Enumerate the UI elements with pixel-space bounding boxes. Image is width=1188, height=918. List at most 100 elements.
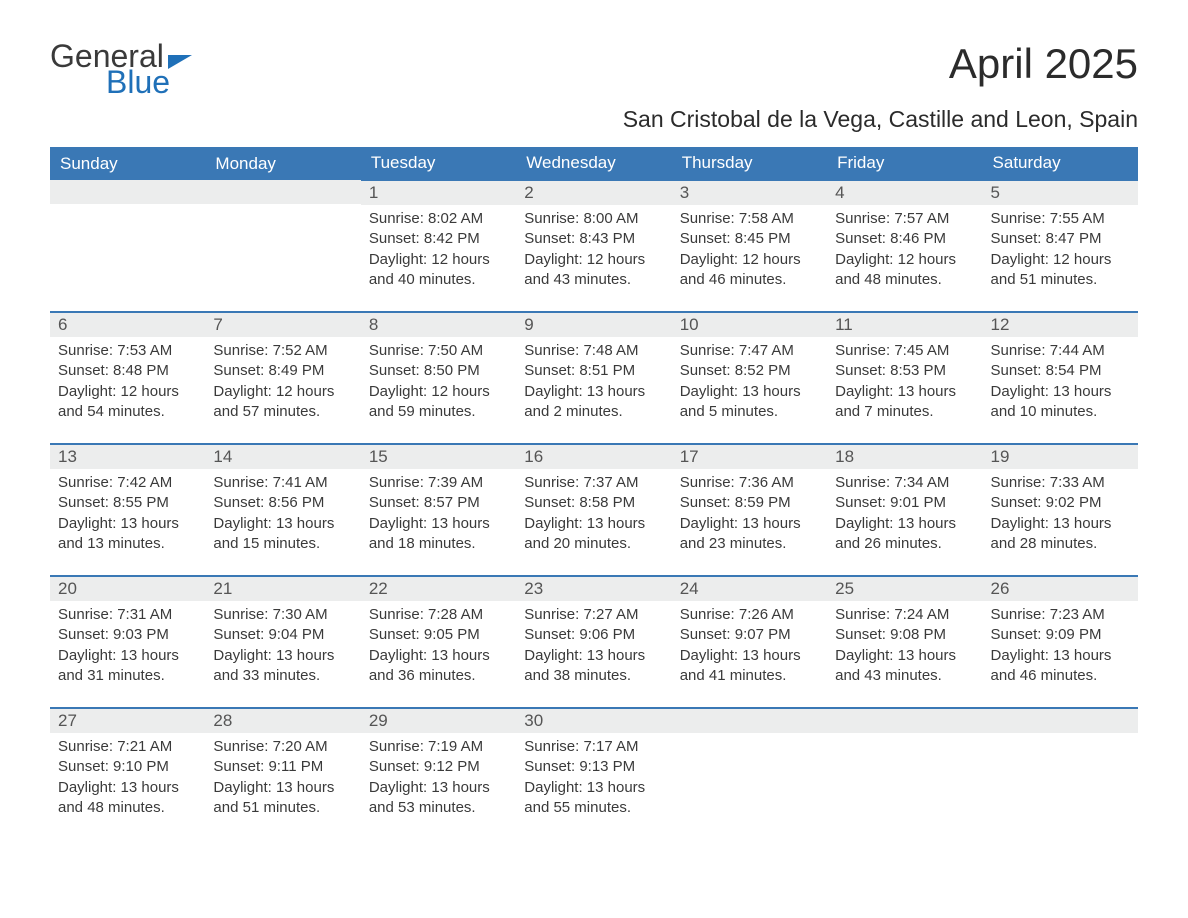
sunset-value: 8:55 PM <box>113 494 169 511</box>
sunset-line: Sunset: 9:05 PM <box>369 625 508 645</box>
sunrise-value: 7:37 AM <box>583 474 638 491</box>
sunrise-line: Sunrise: 7:45 AM <box>835 341 974 361</box>
col-tuesday: Tuesday <box>361 147 516 180</box>
daylight-line1: Daylight: 13 hours <box>58 778 197 798</box>
day-number <box>672 709 827 733</box>
sunset-label: Sunset: <box>58 626 113 643</box>
sunset-value: 9:12 PM <box>424 758 480 775</box>
sunrise-value: 7:27 AM <box>583 606 638 623</box>
day-number: 29 <box>361 709 516 733</box>
daylight-line1: Daylight: 12 hours <box>369 250 508 270</box>
daylight-line1: Daylight: 13 hours <box>991 514 1130 534</box>
day-cell: 17Sunrise: 7:36 AMSunset: 8:59 PMDayligh… <box>672 444 827 576</box>
sunset-label: Sunset: <box>680 362 735 379</box>
sunrise-label: Sunrise: <box>369 210 428 227</box>
sunrise-line: Sunrise: 8:02 AM <box>369 209 508 229</box>
sunset-label: Sunset: <box>835 362 890 379</box>
sunrise-line: Sunrise: 7:50 AM <box>369 341 508 361</box>
daylight-line2: and 26 minutes. <box>835 534 974 554</box>
day-cell: 29Sunrise: 7:19 AMSunset: 9:12 PMDayligh… <box>361 708 516 840</box>
sunset-line: Sunset: 8:57 PM <box>369 493 508 513</box>
sunrise-label: Sunrise: <box>58 342 117 359</box>
sunrise-line: Sunrise: 7:34 AM <box>835 473 974 493</box>
sunrise-label: Sunrise: <box>835 342 894 359</box>
day-number: 2 <box>516 181 671 205</box>
day-number: 12 <box>983 313 1138 337</box>
sunset-value: 8:43 PM <box>579 230 635 247</box>
daylight-line1: Daylight: 13 hours <box>835 514 974 534</box>
day-number: 23 <box>516 577 671 601</box>
day-number: 8 <box>361 313 516 337</box>
day-details: Sunrise: 7:20 AMSunset: 9:11 PMDaylight:… <box>205 733 360 826</box>
sunrise-value: 7:26 AM <box>739 606 794 623</box>
sunrise-label: Sunrise: <box>369 342 428 359</box>
sunset-label: Sunset: <box>524 494 579 511</box>
sunrise-label: Sunrise: <box>213 342 272 359</box>
day-number: 22 <box>361 577 516 601</box>
day-details: Sunrise: 7:48 AMSunset: 8:51 PMDaylight:… <box>516 337 671 430</box>
day-details: Sunrise: 7:50 AMSunset: 8:50 PMDaylight:… <box>361 337 516 430</box>
day-number: 16 <box>516 445 671 469</box>
sunrise-line: Sunrise: 7:37 AM <box>524 473 663 493</box>
daylight-line2: and 40 minutes. <box>369 270 508 290</box>
day-number: 28 <box>205 709 360 733</box>
sunrise-line: Sunrise: 7:28 AM <box>369 605 508 625</box>
sunset-line: Sunset: 9:10 PM <box>58 757 197 777</box>
sunset-line: Sunset: 8:54 PM <box>991 361 1130 381</box>
sunrise-line: Sunrise: 7:52 AM <box>213 341 352 361</box>
page-title: April 2025 <box>949 40 1138 88</box>
week-row: 6Sunrise: 7:53 AMSunset: 8:48 PMDaylight… <box>50 312 1138 444</box>
day-number: 4 <box>827 181 982 205</box>
calendar-table: Sunday Monday Tuesday Wednesday Thursday… <box>50 147 1138 840</box>
sunset-line: Sunset: 8:56 PM <box>213 493 352 513</box>
sunset-label: Sunset: <box>991 230 1046 247</box>
sunrise-value: 7:50 AM <box>428 342 483 359</box>
day-cell <box>672 708 827 840</box>
day-details: Sunrise: 7:57 AMSunset: 8:46 PMDaylight:… <box>827 205 982 298</box>
day-number: 15 <box>361 445 516 469</box>
sunset-line: Sunset: 9:08 PM <box>835 625 974 645</box>
daylight-line1: Daylight: 13 hours <box>213 778 352 798</box>
sunset-value: 8:49 PM <box>268 362 324 379</box>
day-number: 6 <box>50 313 205 337</box>
sunrise-value: 8:00 AM <box>583 210 638 227</box>
sunset-label: Sunset: <box>369 758 424 775</box>
day-details: Sunrise: 7:31 AMSunset: 9:03 PMDaylight:… <box>50 601 205 694</box>
day-details: Sunrise: 7:58 AMSunset: 8:45 PMDaylight:… <box>672 205 827 298</box>
daylight-line1: Daylight: 13 hours <box>524 382 663 402</box>
sunset-value: 9:08 PM <box>890 626 946 643</box>
sunrise-label: Sunrise: <box>680 342 739 359</box>
sunset-line: Sunset: 9:09 PM <box>991 625 1130 645</box>
sunset-value: 9:07 PM <box>735 626 791 643</box>
sunrise-label: Sunrise: <box>680 606 739 623</box>
sunset-value: 9:03 PM <box>113 626 169 643</box>
sunset-label: Sunset: <box>213 494 268 511</box>
sunset-value: 8:47 PM <box>1046 230 1102 247</box>
daylight-line2: and 43 minutes. <box>835 666 974 686</box>
sunrise-label: Sunrise: <box>369 738 428 755</box>
sunset-value: 9:02 PM <box>1046 494 1102 511</box>
sunrise-line: Sunrise: 7:36 AM <box>680 473 819 493</box>
daylight-line1: Daylight: 13 hours <box>213 514 352 534</box>
daylight-line1: Daylight: 13 hours <box>58 514 197 534</box>
sunset-line: Sunset: 9:07 PM <box>680 625 819 645</box>
sunrise-value: 7:30 AM <box>273 606 328 623</box>
sunset-line: Sunset: 8:49 PM <box>213 361 352 381</box>
day-details: Sunrise: 7:52 AMSunset: 8:49 PMDaylight:… <box>205 337 360 430</box>
sunset-label: Sunset: <box>524 230 579 247</box>
header: General Blue April 2025 <box>50 40 1138 98</box>
sunrise-value: 7:39 AM <box>428 474 483 491</box>
sunset-line: Sunset: 8:51 PM <box>524 361 663 381</box>
day-details: Sunrise: 7:55 AMSunset: 8:47 PMDaylight:… <box>983 205 1138 298</box>
daylight-line2: and 53 minutes. <box>369 798 508 818</box>
daylight-line2: and 36 minutes. <box>369 666 508 686</box>
sunrise-line: Sunrise: 7:33 AM <box>991 473 1130 493</box>
daylight-line2: and 23 minutes. <box>680 534 819 554</box>
sunset-label: Sunset: <box>680 230 735 247</box>
daylight-line1: Daylight: 13 hours <box>991 646 1130 666</box>
day-details: Sunrise: 7:24 AMSunset: 9:08 PMDaylight:… <box>827 601 982 694</box>
day-cell: 26Sunrise: 7:23 AMSunset: 9:09 PMDayligh… <box>983 576 1138 708</box>
sunrise-value: 7:55 AM <box>1050 210 1105 227</box>
sunrise-label: Sunrise: <box>835 210 894 227</box>
sunset-value: 8:52 PM <box>735 362 791 379</box>
